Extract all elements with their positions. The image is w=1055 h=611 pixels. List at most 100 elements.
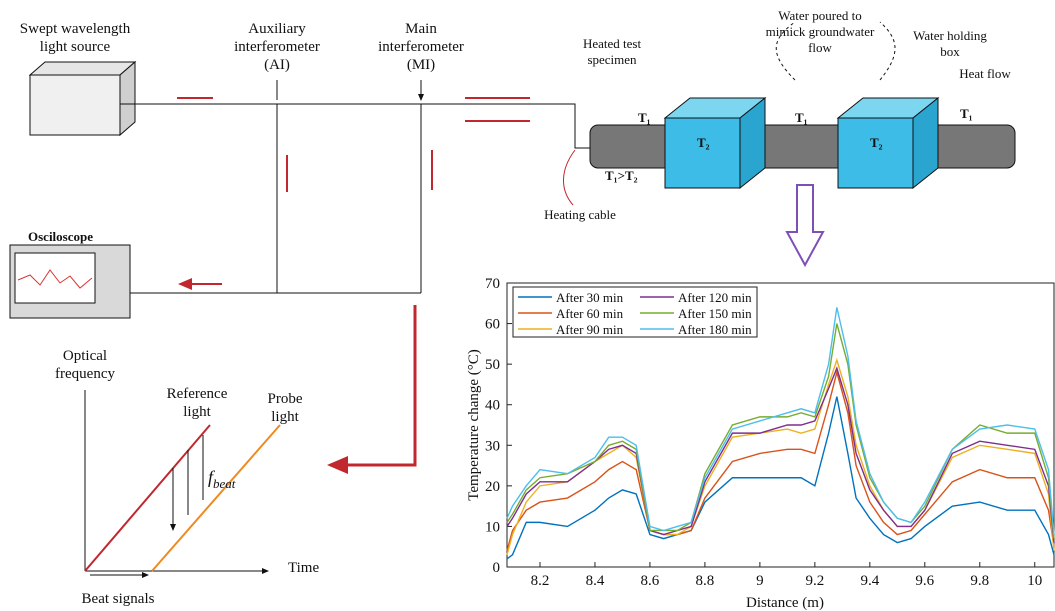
pointer bbox=[276, 80, 421, 100]
line: light bbox=[271, 409, 299, 425]
label: Auxiliary interferometer (AI) bbox=[234, 21, 320, 73]
symbol: f bbox=[208, 467, 216, 487]
line: (AI) bbox=[264, 57, 290, 73]
y-tick-label: 10 bbox=[485, 519, 500, 535]
x-axis-label: Distance (m) bbox=[746, 595, 824, 611]
line: light bbox=[183, 404, 211, 420]
plot-frame bbox=[506, 282, 1055, 568]
source-front bbox=[29, 74, 121, 136]
line: light source bbox=[40, 39, 111, 55]
heating-cable bbox=[563, 149, 576, 206]
water-arrow bbox=[775, 21, 896, 81]
diagram-labels: Swept wavelength light source Auxiliary in… bbox=[20, 8, 1012, 607]
label: Swept wavelength light source bbox=[20, 21, 131, 55]
source-side bbox=[119, 60, 136, 137]
label: Heat flow bbox=[959, 66, 1011, 81]
line: box bbox=[940, 44, 960, 59]
chart: Distance (m) Temperature change (°C) 0 10… bbox=[466, 276, 1055, 611]
y-tick-label: 70 bbox=[485, 276, 500, 292]
line: interferometer bbox=[378, 39, 464, 55]
reference-line bbox=[84, 424, 211, 572]
legend-label: After 180 min bbox=[678, 322, 752, 337]
series-line bbox=[506, 357, 1055, 556]
y-tick-label: 40 bbox=[485, 398, 500, 414]
double-arrow bbox=[90, 435, 204, 575]
source-top bbox=[28, 61, 137, 76]
x-tick-label: 9.6 bbox=[915, 573, 934, 589]
label: Main interferometer (MI) bbox=[378, 21, 464, 73]
x-tick-label: 9.8 bbox=[970, 573, 989, 589]
fibre bbox=[130, 104, 422, 294]
series-line bbox=[506, 366, 1055, 543]
probe-line bbox=[151, 424, 281, 572]
label: T₁>T₂ bbox=[605, 168, 638, 183]
fibre bbox=[120, 103, 592, 149]
line: Auxiliary bbox=[248, 21, 306, 37]
trace bbox=[17, 269, 93, 289]
line: interferometer bbox=[234, 39, 320, 55]
label: T₂ bbox=[697, 135, 710, 150]
y-axis-label: Temperature change (°C) bbox=[466, 349, 482, 501]
label: Osciloscope bbox=[28, 229, 93, 244]
line: frequency bbox=[55, 366, 115, 382]
x-tick-label: 10 bbox=[1027, 573, 1042, 589]
label: T₁ bbox=[795, 110, 808, 125]
label: Reference light bbox=[167, 386, 228, 420]
line: Optical bbox=[63, 348, 107, 364]
y-tick-label: 30 bbox=[485, 438, 500, 454]
legend-label: After 90 min bbox=[556, 322, 624, 337]
series-line bbox=[506, 396, 1055, 560]
flow-arrow bbox=[177, 97, 530, 284]
line: Main bbox=[405, 21, 437, 37]
pipe bbox=[589, 124, 1016, 169]
line: Water holding bbox=[913, 28, 987, 43]
label: Water holding box bbox=[913, 28, 987, 59]
line: mimick groundwater bbox=[766, 24, 875, 39]
box-front bbox=[837, 117, 914, 189]
legend-label: After 120 min bbox=[678, 290, 752, 305]
y-tick-label: 60 bbox=[485, 317, 500, 333]
x-tick-label: 8.6 bbox=[641, 573, 660, 589]
series-line bbox=[506, 369, 1055, 551]
y-tick-label: 0 bbox=[493, 560, 501, 576]
label: Heated test specimen bbox=[583, 36, 642, 67]
label: T₁ bbox=[638, 110, 651, 125]
oscilloscope-screen bbox=[14, 252, 96, 304]
label: T₂ bbox=[870, 135, 883, 150]
series-line bbox=[506, 323, 1055, 539]
x-tick-label: 8.8 bbox=[696, 573, 715, 589]
label: Water poured to mimick groundwater flow bbox=[766, 8, 875, 55]
series-line bbox=[506, 307, 1055, 535]
signal-arrow bbox=[327, 305, 417, 474]
line: (MI) bbox=[407, 57, 435, 73]
line: Reference bbox=[167, 386, 228, 402]
label: Optical frequency bbox=[55, 348, 115, 382]
y-tick-label: 50 bbox=[485, 357, 500, 373]
legend-label: After 30 min bbox=[556, 290, 624, 305]
line: Swept wavelength bbox=[20, 21, 131, 37]
line: specimen bbox=[587, 52, 637, 67]
x-tick-label: 9.4 bbox=[860, 573, 879, 589]
y-tick-label: 20 bbox=[485, 479, 500, 495]
x-tick-label: 9.2 bbox=[805, 573, 824, 589]
x-tick-label: 8.2 bbox=[531, 573, 550, 589]
label: Time bbox=[288, 560, 319, 576]
down-arrow bbox=[785, 184, 825, 268]
diagram bbox=[9, 21, 1016, 575]
label: Probe light bbox=[268, 391, 303, 425]
label: T₁ bbox=[960, 106, 973, 121]
legend-box bbox=[512, 286, 758, 338]
subscript: beat bbox=[213, 476, 236, 491]
label: Heating cable bbox=[544, 207, 616, 222]
line: Heated test bbox=[583, 36, 642, 51]
legend-label: After 60 min bbox=[556, 306, 624, 321]
label: fbeat bbox=[208, 467, 236, 491]
line: Water poured to bbox=[778, 8, 861, 23]
label: Beat signals bbox=[82, 591, 155, 607]
line: Probe bbox=[268, 391, 303, 407]
line: flow bbox=[808, 40, 832, 55]
x-tick-label: 8.4 bbox=[586, 573, 605, 589]
box-front bbox=[664, 117, 741, 189]
